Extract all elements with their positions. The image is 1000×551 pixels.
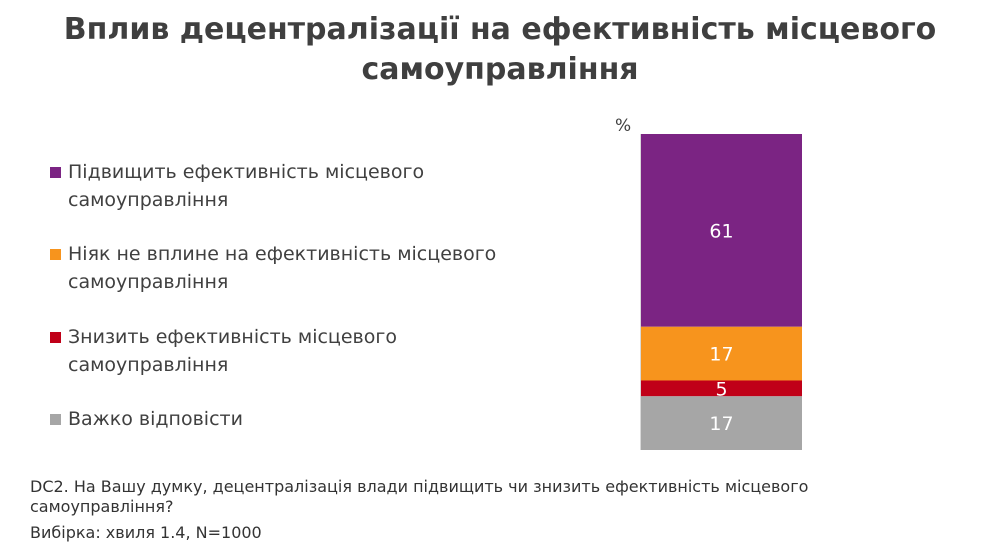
legend-label-line: Підвищить ефективність місцевого [68,161,425,183]
legend-label-hard-to-say: Важко відповісти [68,405,243,433]
bar-segment-hard-to-say [641,396,802,450]
chart-title-line-2: самоуправління [361,52,639,87]
bar-segment-no-effect [641,326,802,381]
question-text-line-1: DC2. На Вашу думку, децентралізація влад… [30,477,809,496]
bar-segment-increase [641,134,802,327]
legend-label-line: самоуправління [68,354,229,376]
question-text-line-2: самоуправління? [30,497,174,516]
legend-label-no-effect: Ніяк не вплине на ефективність місцевого… [68,240,496,296]
legend-label-line: Знизить ефективність місцевого [68,326,397,348]
legend-swatch-hard-to-say [50,414,61,425]
bar-segment-decrease [641,380,802,397]
legend-swatch-increase [50,167,61,178]
legend-swatch-no-effect [50,249,61,260]
legend-label-increase: Підвищить ефективність місцевого самоупр… [68,158,424,214]
footnote: DC2. На Вашу думку, децентралізація влад… [30,477,990,543]
legend-item-increase: Підвищить ефективність місцевого самоупр… [50,158,424,214]
data-label-no-effect: 17 [709,344,733,366]
legend-label-decrease: Знизить ефективність місцевого самоуправ… [68,323,397,379]
data-label-hard-to-say: 17 [709,413,733,435]
legend-swatch-decrease [50,332,61,343]
legend-label-line: самоуправління [68,271,229,293]
sample-note: Вибірка: хвиля 1.4, N=1000 [30,523,262,542]
legend-item-decrease: Знизить ефективність місцевого самоуправ… [50,323,397,379]
data-label-decrease: 5 [715,378,727,400]
chart-title: Вплив децентралізації на ефективність мі… [0,10,1000,90]
legend-label-line: Важко відповісти [68,408,243,430]
chart-title-line-1: Вплив децентралізації на ефективність мі… [63,12,937,47]
legend-item-no-effect: Ніяк не вплине на ефективність місцевого… [50,240,496,296]
legend-label-line: Ніяк не вплине на ефективність місцевого [68,243,497,265]
data-label-increase: 61 [709,220,733,242]
unit-label: % [615,116,632,136]
legend-label-line: самоуправління [68,189,229,211]
legend-item-hard-to-say: Важко відповісти [50,405,243,433]
